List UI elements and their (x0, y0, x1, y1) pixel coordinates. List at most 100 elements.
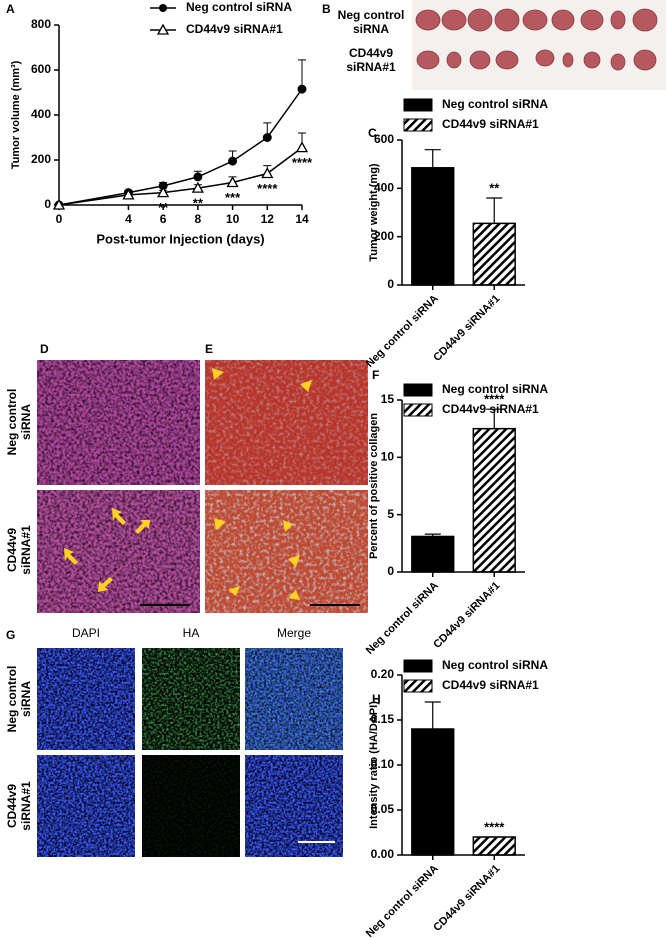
panel-letter: C (368, 126, 377, 140)
legend-label: Neg control siRNA (442, 97, 548, 111)
point (226, 176, 239, 188)
significance: **** (484, 819, 505, 834)
row-label: Neg control siRNA (5, 388, 33, 456)
panel-letter: E (205, 342, 213, 356)
y-tick-label: 0.10 (371, 757, 395, 771)
x-tick-label: 4 (125, 212, 132, 226)
x-tick-label: 6 (160, 212, 167, 226)
y-tick-label: 0.00 (371, 847, 395, 861)
point (122, 188, 135, 200)
point (157, 186, 170, 198)
error-bar (486, 408, 503, 429)
fluorescence-images (37, 648, 343, 857)
legend-label: Neg control siRNA (442, 658, 548, 672)
y-tick-label: 15 (381, 392, 395, 406)
legend-swatch (403, 679, 433, 693)
significance: *** (225, 190, 241, 205)
row-label: CD44v9 siRNA#1 (346, 46, 396, 74)
legend-label: Neg control siRNA (186, 0, 292, 14)
y-tick-label: 0 (387, 564, 394, 578)
legend-swatch (403, 383, 433, 397)
row-label: CD44v9 siRNA#1 (5, 525, 33, 575)
he-images (37, 360, 200, 613)
significance: **** (484, 392, 505, 407)
x-tick-label: 14 (295, 212, 309, 226)
point (295, 141, 309, 153)
y-tick-label: 5 (387, 507, 394, 521)
column-label: Merge (276, 626, 311, 640)
bar (411, 167, 455, 286)
trichrome-images (205, 360, 368, 613)
column-label: DAPI (71, 626, 100, 640)
x-tick-label: 8 (195, 212, 202, 226)
column-label: HA (182, 626, 200, 640)
y-tick-label: 0 (44, 197, 51, 211)
error-bar (486, 197, 503, 224)
x-tick-label: CD44v9 siRNA#1 (431, 580, 502, 651)
panel-letter: F (372, 368, 379, 382)
legend-marker (156, 23, 170, 35)
y-tick-label: 200 (374, 229, 394, 243)
y-tick-label: 0.20 (371, 667, 395, 681)
panel-letter: G (6, 628, 15, 642)
point (262, 133, 272, 142)
y-tick-label: 10 (381, 450, 395, 464)
x-tick-label: Neg control siRNA (364, 293, 441, 370)
row-label: Neg control siRNA (337, 8, 405, 36)
error-bar (424, 149, 441, 168)
point (191, 181, 204, 193)
bar (472, 427, 516, 573)
legend-label: Neg control siRNA (442, 382, 548, 396)
y-axis-label: Tumor weight (mg) (368, 163, 380, 262)
x-axis-label: Post-tumor Injection (days) (96, 231, 264, 246)
y-tick-label: 800 (31, 17, 51, 31)
y-tick-label: 400 (374, 181, 394, 195)
legend-label: CD44v9 siRNA#1 (442, 402, 539, 416)
x-tick-label: 0 (56, 212, 63, 226)
y-tick-label: 600 (374, 132, 394, 146)
significance: **** (257, 181, 278, 196)
legend-marker (159, 4, 167, 12)
error-bar (424, 701, 441, 729)
point (297, 84, 307, 94)
legend-label: CD44v9 siRNA#1 (186, 22, 283, 36)
point (52, 198, 66, 210)
y-tick-label: 0.05 (371, 802, 395, 816)
x-tick-label: CD44v9 siRNA#1 (431, 293, 502, 364)
panel-letter: H (372, 692, 381, 706)
y-tick-label: 0.15 (371, 712, 395, 726)
panel-letter: D (40, 342, 49, 356)
x-tick-label: 12 (261, 212, 275, 226)
error-bar (298, 59, 306, 90)
point (228, 156, 238, 166)
tumor-photo (412, 0, 666, 90)
y-tick-label: 0 (387, 277, 394, 291)
legend-label: CD44v9 siRNA#1 (442, 678, 539, 692)
x-tick-label: 10 (226, 212, 240, 226)
panel-letter: A (6, 2, 15, 16)
y-axis-label: Tumor volume (mm³) (10, 60, 22, 169)
legend-swatch (403, 403, 433, 417)
y-tick-label: 600 (31, 62, 51, 76)
y-axis-label: Intensity ratio (HA/DAPI) (368, 701, 380, 829)
point (193, 172, 203, 182)
legend-swatch (403, 118, 433, 132)
panel-letter: B (322, 2, 331, 16)
significance: ** (193, 196, 204, 211)
point (261, 167, 274, 179)
x-tick-label: Neg control siRNA (364, 863, 441, 938)
legend-label: CD44v9 siRNA#1 (442, 117, 539, 131)
y-tick-label: 200 (31, 152, 51, 166)
significance: ** (489, 180, 500, 195)
bar (411, 728, 455, 856)
x-tick-label: Neg control siRNA (364, 580, 441, 657)
y-tick-label: 400 (31, 107, 51, 121)
x-tick-label: CD44v9 siRNA#1 (431, 863, 502, 934)
significance: **** (292, 155, 313, 170)
bar (411, 535, 455, 573)
row-label: CD44v9 siRNA#1 (5, 781, 33, 831)
significance: ** (158, 200, 169, 215)
legend-swatch (403, 659, 433, 673)
legend-swatch (403, 98, 433, 112)
